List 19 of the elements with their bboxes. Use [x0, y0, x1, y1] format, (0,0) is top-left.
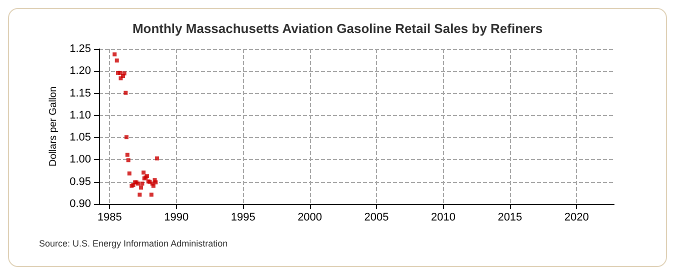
- y-tick-label: 1.25: [70, 43, 91, 55]
- y-tick-label: 1.05: [70, 132, 91, 144]
- x-tick-label: 2000: [298, 212, 322, 224]
- x-tick-label: 1990: [164, 212, 189, 224]
- x-tick-label: 2015: [498, 212, 522, 224]
- x-tick-label: 2005: [364, 212, 389, 224]
- y-tick-label: 1.20: [70, 65, 91, 78]
- x-tick-label: 2020: [564, 212, 589, 224]
- x-tick-label: 1985: [97, 212, 122, 224]
- y-tick-label: 0.95: [70, 176, 91, 188]
- y-tick-label: 1.15: [70, 87, 91, 100]
- y-tick-label: 1.00: [70, 154, 91, 166]
- y-tick-label: 1.10: [70, 109, 91, 122]
- chart-title: Monthly Massachusetts Aviation Gasoline Retail Sales by Refiners: [132, 21, 543, 36]
- y-axis-title: Dollars per Gallon: [48, 86, 60, 167]
- x-tick-label: 2010: [430, 212, 456, 224]
- x-tick-label: 1995: [230, 212, 256, 224]
- source-note: Source: U.S. Energy Information Administration: [39, 238, 228, 248]
- y-tick-label: 0.90: [70, 198, 91, 210]
